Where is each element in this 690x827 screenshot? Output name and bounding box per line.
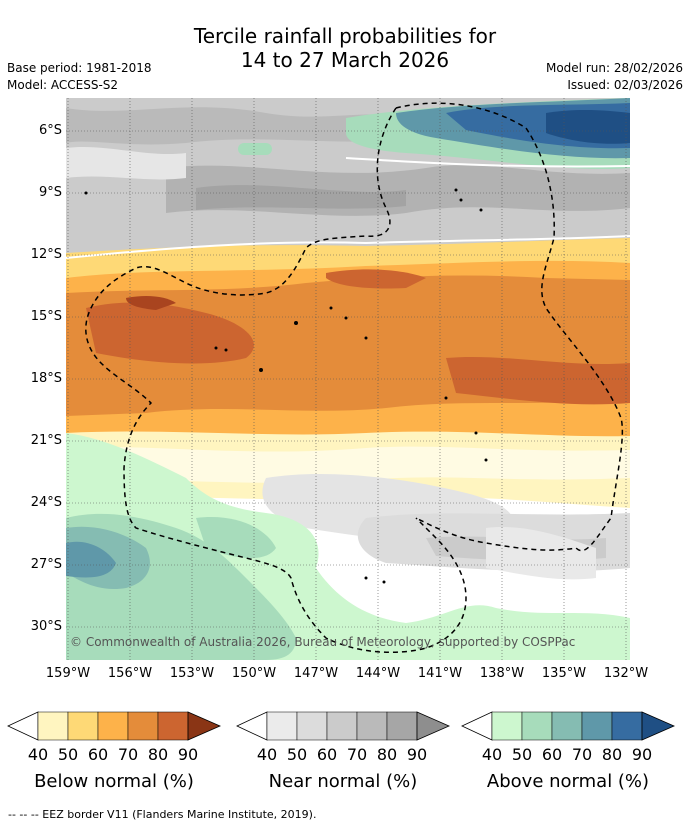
lon-label-150w: 150°W [231, 666, 277, 681]
cb-below-tick-40: 40 [27, 745, 49, 764]
above-normal-ne-4 [546, 109, 630, 144]
lat-label-27s: 27°S [30, 557, 62, 572]
lat-label-6s: 6°S [38, 123, 62, 138]
colorbar-below-under [7, 711, 39, 741]
near-normal-band-4 [66, 146, 186, 180]
lat-label-15s: 15°S [30, 309, 62, 324]
eez-footnote: -- -- -- EEZ border V11 (Flanders Marine… [8, 808, 317, 821]
gridlines [66, 98, 630, 660]
cb-above-tick-90: 90 [631, 745, 653, 764]
colorbar-below-40 [37, 711, 69, 741]
map-title-line2: 14 to 27 March 2026 [240, 48, 450, 72]
colorbar-above-70 [581, 711, 613, 741]
eez-border-west [85, 107, 467, 654]
above-normal-south-70 [66, 541, 116, 578]
lat-label-12s: 12°S [30, 247, 62, 262]
lon-label-156w: 156°W [107, 666, 153, 681]
lon-label-132w: 132°W [603, 666, 649, 681]
lon-label-159w: 159°W [45, 666, 91, 681]
cb-near-tick-50: 50 [286, 745, 308, 764]
cb-near-tick-80: 80 [376, 745, 398, 764]
lat-label-24s: 24°S [30, 495, 62, 510]
cb-below-tick-80: 80 [147, 745, 169, 764]
cb-above-tick-50: 50 [511, 745, 533, 764]
colorbar-below-60 [97, 711, 129, 741]
colorbar-below [7, 711, 221, 741]
cb-near-tick-40: 40 [256, 745, 278, 764]
cb-near-tick-70: 70 [346, 745, 368, 764]
lat-label-18s: 18°S [30, 371, 62, 386]
colorbar-near-70 [356, 711, 388, 741]
colorbar-above-40 [491, 711, 523, 741]
near-normal-band-3 [196, 185, 406, 210]
lat-label-9s: 9°S [38, 185, 62, 200]
lat-label-21s: 21°S [30, 433, 62, 448]
below-normal-band-80-center [326, 269, 426, 289]
issued-date: Issued: 02/03/2026 [567, 78, 683, 92]
lon-label-153w: 153°W [169, 666, 215, 681]
cb-above-tick-60: 60 [541, 745, 563, 764]
colorbar-near-50 [296, 711, 328, 741]
base-period: Base period: 1981-2018 [7, 61, 152, 75]
colorbars [7, 711, 675, 741]
cb-below-tick-90: 90 [177, 745, 199, 764]
colorbar-near-80 [386, 711, 418, 741]
lon-label-138w: 138°W [479, 666, 525, 681]
colorbar-near-label: Near normal (%) [268, 771, 418, 792]
cb-above-tick-80: 80 [601, 745, 623, 764]
colorbar-below-50 [67, 711, 99, 741]
near-normal-band-1 [66, 107, 406, 145]
islands [84, 188, 488, 584]
colorbar-near-under [236, 711, 268, 741]
near-normal-patch-se [486, 527, 596, 580]
colorbar-below-80 [157, 711, 189, 741]
below-normal-band-80-east [446, 356, 630, 405]
cb-near-tick-60: 60 [316, 745, 338, 764]
colorbar-near-40 [266, 711, 298, 741]
below-normal-band-90 [126, 295, 176, 310]
lon-label-144w: 144°W [355, 666, 401, 681]
colorbar-below-70 [127, 711, 159, 741]
colorbar-near-over [416, 711, 450, 741]
below-normal-band-80-west [86, 302, 254, 364]
contour-line-12s [66, 235, 630, 259]
colorbar-near-60 [326, 711, 358, 741]
colorbar-above-label: Above normal (%) [486, 771, 650, 792]
copyright-text: © Commonwealth of Australia 2026, Bureau… [70, 635, 575, 649]
no-signal-strip [66, 446, 630, 483]
above-normal-patch-2 [196, 517, 276, 559]
cb-above-tick-70: 70 [571, 745, 593, 764]
lon-label-141w: 141°W [417, 666, 463, 681]
map-title-line1: Tercile rainfall probabilities for [193, 24, 497, 48]
colorbar-above-under [461, 711, 493, 741]
lon-label-147w: 147°W [293, 666, 339, 681]
cb-below-tick-50: 50 [57, 745, 79, 764]
colorbar-above-over [641, 711, 675, 741]
cb-below-tick-70: 70 [117, 745, 139, 764]
probability-map: © Commonwealth of Australia 2026, Bureau… [66, 98, 630, 660]
lat-label-30s: 30°S [30, 619, 62, 634]
colorbar-above [461, 711, 675, 741]
colorbar-near [236, 711, 450, 741]
cb-above-tick-40: 40 [481, 745, 503, 764]
eez-border-east [395, 102, 624, 552]
model-run: Model run: 28/02/2026 [545, 61, 683, 75]
above-normal-patch [238, 143, 272, 155]
lon-label-135w: 135°W [541, 666, 587, 681]
colorbar-above-60 [551, 711, 583, 741]
contour-line-north [345, 157, 630, 168]
cb-below-tick-60: 60 [87, 745, 109, 764]
colorbar-below-label: Below normal (%) [34, 771, 194, 792]
colorbar-above-50 [521, 711, 553, 741]
cb-near-tick-90: 90 [406, 745, 428, 764]
model-name: Model: ACCESS-S2 [7, 78, 119, 92]
colorbar-below-over [187, 711, 221, 741]
colorbar-above-80 [611, 711, 643, 741]
